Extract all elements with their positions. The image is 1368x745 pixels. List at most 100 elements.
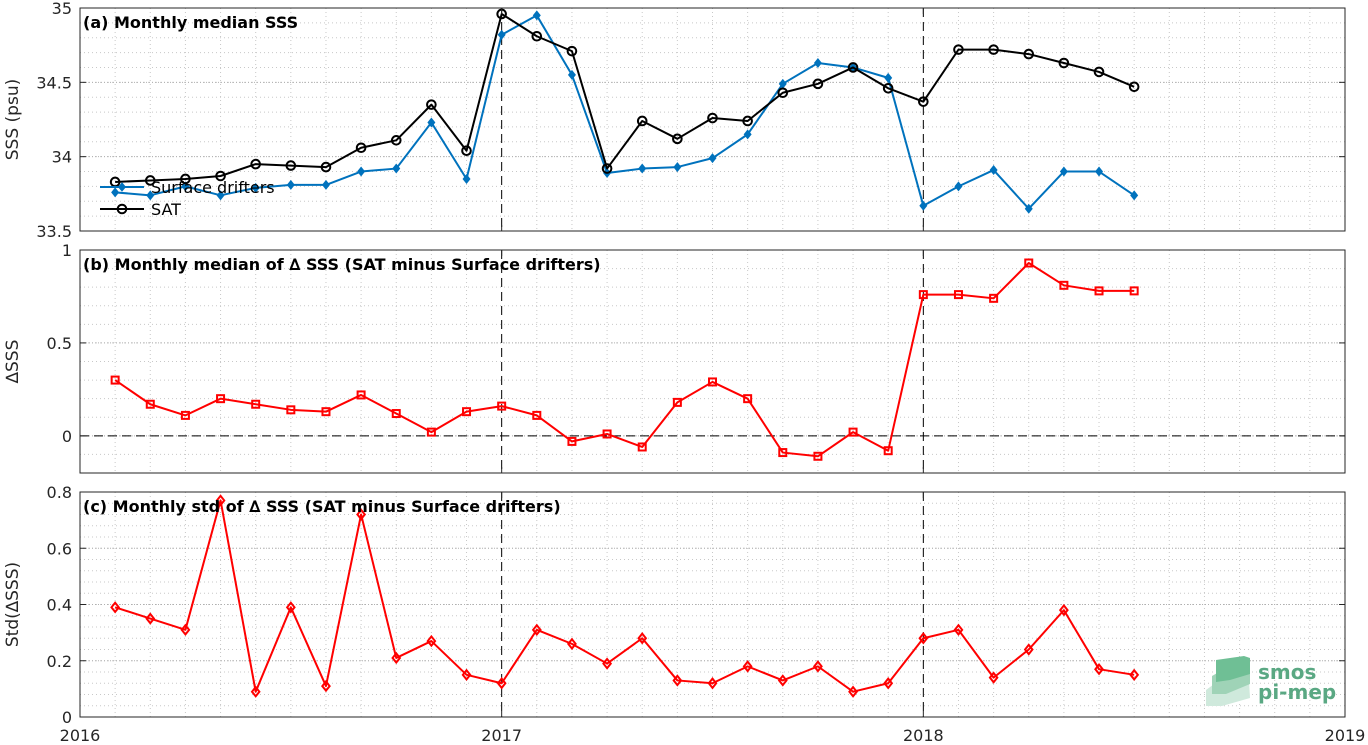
data-point [531,623,542,637]
data-point [918,632,929,645]
panel-a-ylabel: SSS (psu) [3,79,23,160]
data-point [180,173,191,185]
panel-c: 0 0.2 0.4 0.6 0.8 Std(∆SSS) (c) Monthly std … [3,483,1346,727]
data-point [145,612,156,625]
panel-a-series [109,8,1140,214]
logo-icon [1206,656,1250,706]
data-point [180,410,190,420]
panel-c-title: (c) Monthly std of ∆ SSS (SAT minus Surf… [83,497,561,516]
data-point [954,181,963,192]
data-point [919,200,928,211]
y-tick-label: 34.5 [36,73,72,92]
data-point [1059,280,1069,290]
data-point [321,407,331,417]
data-point [953,290,963,300]
data-point [181,181,190,192]
y-tick-label: 0.8 [47,483,72,502]
data-point [251,399,261,409]
x-tick-label: 2016 [60,726,101,745]
data-point [355,142,367,154]
panel-a-y-ticks: 33.5 34 34.5 35 [36,0,1345,241]
data-point [111,187,120,198]
data-point [321,679,331,693]
panel-c-x-tickmarks [79,492,1346,717]
panel-c-ylabel: Std(∆SSS) [3,562,23,647]
data-point [636,115,648,127]
data-point [884,72,893,83]
y-tick-label: 0.6 [47,539,72,558]
data-point [180,623,191,637]
data-point [778,448,788,458]
data-point [1059,166,1068,177]
data-point [1130,190,1139,201]
data-point [426,99,437,110]
legend-marker-drifters [117,182,127,192]
panel-b-grid [80,249,1345,474]
data-point [673,162,682,173]
smos-pi-mep-logo: smos pi-mep [1206,656,1336,706]
logo-text-pi-mep: pi-mep [1258,680,1336,704]
data-point [461,668,472,682]
panel-b-series [110,258,1139,461]
data-point [882,82,894,94]
data-point [1058,603,1069,617]
data-point [426,634,437,648]
data-point [285,601,296,614]
panel-b-title: (b) Monthly median of ∆ SSS (SAT minus S… [83,255,601,274]
data-point [742,660,753,673]
data-point [1128,81,1140,93]
data-point [953,623,964,637]
data-point [707,112,718,124]
data-point [742,115,753,127]
panel-a-x-tickmarks [79,8,1346,231]
data-point [532,410,542,420]
data-point [601,163,613,174]
data-point [392,163,401,174]
data-point [1023,643,1034,656]
data-point [813,451,823,461]
panel-c-series [110,494,1140,698]
panel-a-grid [80,7,1345,232]
data-point [1129,668,1140,682]
data-point [356,390,366,400]
data-point [462,407,472,417]
series-line-2-0 [114,499,1135,693]
data-point [461,145,472,157]
data-point [602,429,612,439]
data-point [1058,57,1070,69]
data-point [883,677,894,690]
data-point [145,399,155,409]
y-tick-label: 33.5 [36,222,72,241]
panel-a-year-dividers [501,8,924,231]
data-point [989,165,998,176]
x-tick-labels: 2016 2017 2018 2019 [60,726,1366,745]
data-point [988,671,999,684]
data-point [390,135,402,146]
data-point [777,87,789,99]
data-point [743,129,752,140]
data-point [285,160,297,171]
data-point [953,44,964,55]
data-point [1129,286,1139,296]
data-point [918,96,929,107]
data-point [1024,258,1034,268]
y-tick-label: 0.4 [47,596,72,615]
data-point [427,117,436,128]
y-tick-label: 0 [62,427,72,446]
data-point [356,508,367,521]
data-point [251,182,260,193]
data-point [672,133,683,145]
data-point [812,660,823,673]
data-point [848,427,858,437]
data-point [672,674,683,687]
data-point [707,677,718,690]
data-point [110,375,120,385]
data-point [1094,286,1104,296]
data-point [847,62,859,73]
data-point [567,69,576,80]
data-point [391,409,401,419]
data-point [566,45,578,57]
data-point [144,175,156,186]
y-tick-label: 0 [62,708,72,727]
